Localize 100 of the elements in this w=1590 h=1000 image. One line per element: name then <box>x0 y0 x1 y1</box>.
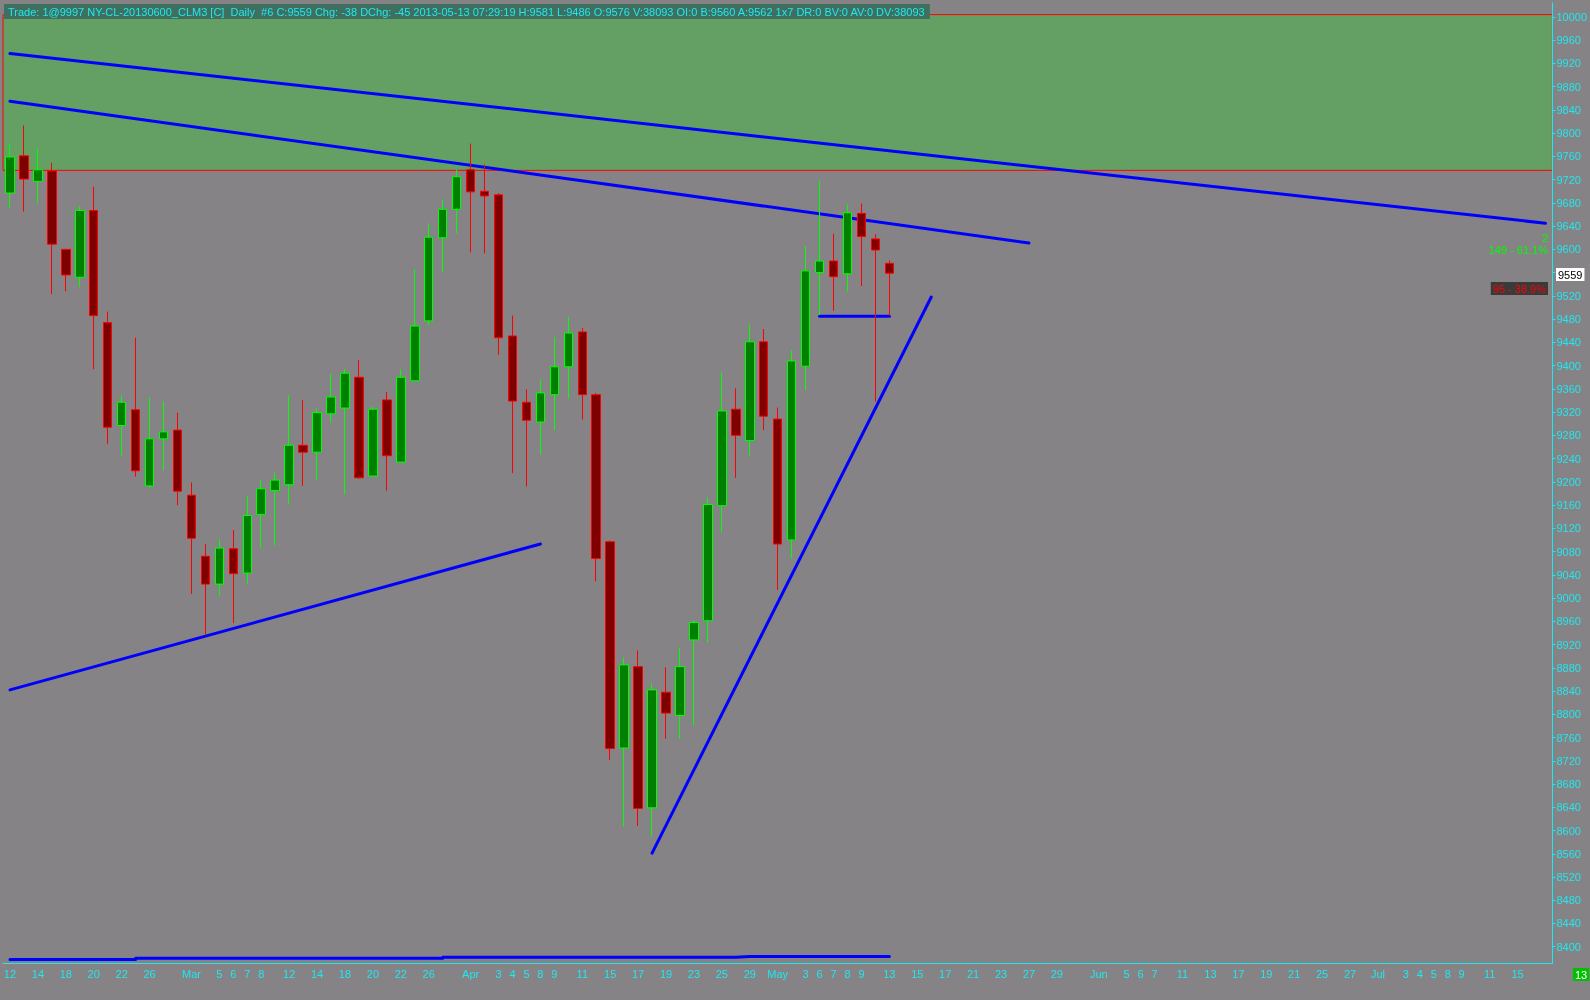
y-tick-label: 8520 <box>1556 871 1581 883</box>
candlestick <box>187 481 196 595</box>
x-tick-label: 7 <box>830 967 837 980</box>
x-tick-label: May <box>767 967 789 980</box>
y-tick-label: 9280 <box>1556 429 1581 442</box>
candlestick <box>117 394 126 457</box>
candlestick <box>61 248 71 292</box>
candlestick <box>619 656 629 827</box>
y-tick-label: 8960 <box>1556 615 1581 628</box>
x-tick-label: Jul <box>1370 967 1385 980</box>
x-tick-label: 8 <box>258 967 265 980</box>
x-tick-label: 22 <box>394 967 407 980</box>
x-tick-label: 22 <box>115 967 128 980</box>
x-tick-label: 17 <box>939 967 952 980</box>
y-tick-label: 9440 <box>1556 336 1581 349</box>
candlestick <box>89 186 98 370</box>
x-tick-label: 19 <box>659 967 673 980</box>
x-tick-label: 12 <box>283 967 296 980</box>
candlestick <box>410 268 420 382</box>
candlestick <box>326 373 336 424</box>
y-tick-label: 9680 <box>1556 196 1581 209</box>
x-tick-label: 6 <box>816 967 823 980</box>
y-tick-label: 9800 <box>1556 127 1581 140</box>
x-tick-label: 9 <box>858 967 865 980</box>
y-tick-label: 9400 <box>1556 359 1581 372</box>
candlestick <box>424 222 433 327</box>
x-tick-label: 5 <box>523 967 530 980</box>
candlestick <box>689 620 699 726</box>
x-tick-label: 15 <box>604 967 617 980</box>
x-tick-label: 20 <box>87 967 100 980</box>
y-tick-label: 9240 <box>1556 452 1581 465</box>
y-tick-label: 8840 <box>1556 685 1581 698</box>
x-tick-label: 26 <box>143 967 156 980</box>
candlestick <box>661 666 671 740</box>
x-tick-label: 3 <box>802 967 809 980</box>
y-tick-label: 9760 <box>1556 150 1581 163</box>
y-tick-label: 8400 <box>1556 940 1581 953</box>
candlestick <box>591 392 601 582</box>
x-tick-label: 4 <box>1416 967 1423 980</box>
x-tick-label: 20 <box>366 967 380 980</box>
x-tick-label: 23 <box>687 967 701 980</box>
candlestick <box>494 192 503 356</box>
candlestick <box>452 169 461 234</box>
y-tick-label: 8720 <box>1556 754 1581 767</box>
x-tick-label: 13 <box>1204 967 1217 980</box>
x-tick-label: 18 <box>338 967 352 980</box>
y-tick-label: 8920 <box>1556 638 1581 651</box>
x-tick-label: 3 <box>1402 967 1409 980</box>
candlestick <box>633 649 643 827</box>
y-tick-label: 9600 <box>1556 243 1581 256</box>
x-tick-label: 7 <box>244 967 251 980</box>
y-tick-label: 8680 <box>1556 778 1581 791</box>
y-tick-label: 8600 <box>1556 824 1581 837</box>
y-tick-label: 8440 <box>1556 917 1581 930</box>
candlestick <box>159 401 168 471</box>
x-tick-label: 26 <box>422 967 435 980</box>
candlestick <box>745 323 755 457</box>
candlestick <box>201 543 210 636</box>
y-tick-label: 9720 <box>1556 173 1581 186</box>
annotation: 2 <box>1541 231 1548 244</box>
candlestick <box>131 337 140 478</box>
x-tick-label: 27 <box>1343 967 1357 980</box>
y-tick-label: 10000 <box>1556 10 1588 23</box>
chart-title: Trade: 1@9997 NY-CL-20130600_CLM3 [C] Daily #6 C:9559 Chg: -38 DChg: -45 2013-05-13 07:29:19 H:9581 L:9486 O:9576 V:38093 OI:0 B:9560 A:9562 1x7 DR:0 BV:0 AV:0 DV:38093 <box>8 5 925 18</box>
candlestick <box>368 406 378 477</box>
y-tick-label: 9920 <box>1556 57 1581 70</box>
x-tick-label: Mar <box>181 967 202 980</box>
x-tick-label: 17 <box>1232 967 1245 980</box>
x-tick-label: 11 <box>576 967 588 980</box>
x-tick-label: 6 <box>230 967 237 980</box>
candlestick <box>298 399 308 487</box>
candlestick <box>256 479 266 549</box>
x-tick-label: Jun <box>1089 967 1108 980</box>
candlestick <box>578 327 587 421</box>
x-tick-label: 21 <box>1288 967 1301 980</box>
candlestick <box>759 328 768 431</box>
annotation: 95 - 38.9% <box>1492 282 1547 295</box>
y-tick-label: 8560 <box>1556 847 1581 860</box>
candlestick <box>717 372 727 533</box>
text: 9559 <box>1558 268 1583 281</box>
candlestick <box>33 148 43 204</box>
x-tick-label: 15 <box>911 967 924 980</box>
x-tick-label: 8 <box>1444 967 1451 980</box>
candlestick <box>675 646 685 740</box>
x-tick-label: 29 <box>743 967 756 980</box>
candlestick <box>270 472 280 546</box>
candlestick <box>312 408 322 481</box>
x-tick-label: 14 <box>31 967 45 980</box>
y-tick-label: 9160 <box>1556 499 1581 512</box>
candlestick <box>382 391 392 492</box>
candlestick <box>145 397 154 489</box>
candlestick <box>75 205 85 288</box>
y-tick-label: 9200 <box>1556 475 1581 488</box>
candlestick <box>829 233 838 312</box>
y-tick-label: 9320 <box>1556 406 1581 419</box>
y-tick-label: 9040 <box>1556 568 1581 581</box>
candlestick <box>229 529 238 624</box>
x-tick-label: 8 <box>844 967 851 980</box>
candlestick <box>243 495 252 585</box>
candlestick <box>871 233 880 403</box>
